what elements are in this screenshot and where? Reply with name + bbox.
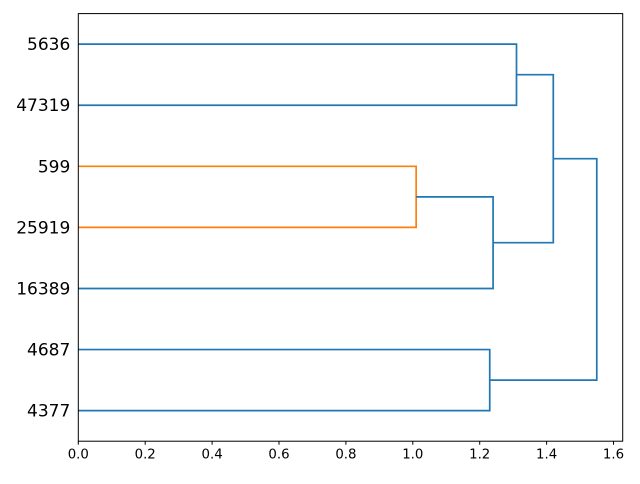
leaf-label: 47319 <box>16 96 70 116</box>
leaf-label: 599 <box>38 157 70 177</box>
leaf-label: 5636 <box>27 35 70 55</box>
x-tick-label: 0.0 <box>68 448 89 463</box>
dendrogram-link <box>78 165 417 229</box>
x-tick-label: 0.6 <box>268 448 289 463</box>
x-tick-label: 1.2 <box>469 448 490 463</box>
x-tick-label: 0.8 <box>335 448 356 463</box>
leaf-label: 16389 <box>16 279 70 299</box>
axes-frame <box>77 13 624 442</box>
x-tick-label: 1.6 <box>603 448 624 463</box>
x-tick-label: 1.0 <box>402 448 423 463</box>
x-tick-label: 1.4 <box>536 448 557 463</box>
dendrogram-link <box>78 196 494 290</box>
leaf-label: 4687 <box>27 341 70 361</box>
dendrogram-link <box>493 73 555 244</box>
dendrogram-link <box>489 157 598 381</box>
x-tick-label: 0.2 <box>135 448 156 463</box>
x-tick-label: 0.4 <box>202 448 223 463</box>
dendrogram-link <box>78 348 491 412</box>
dendrogram-link <box>78 43 518 107</box>
leaf-label: 25919 <box>16 218 70 238</box>
leaf-label: 4377 <box>27 402 70 422</box>
